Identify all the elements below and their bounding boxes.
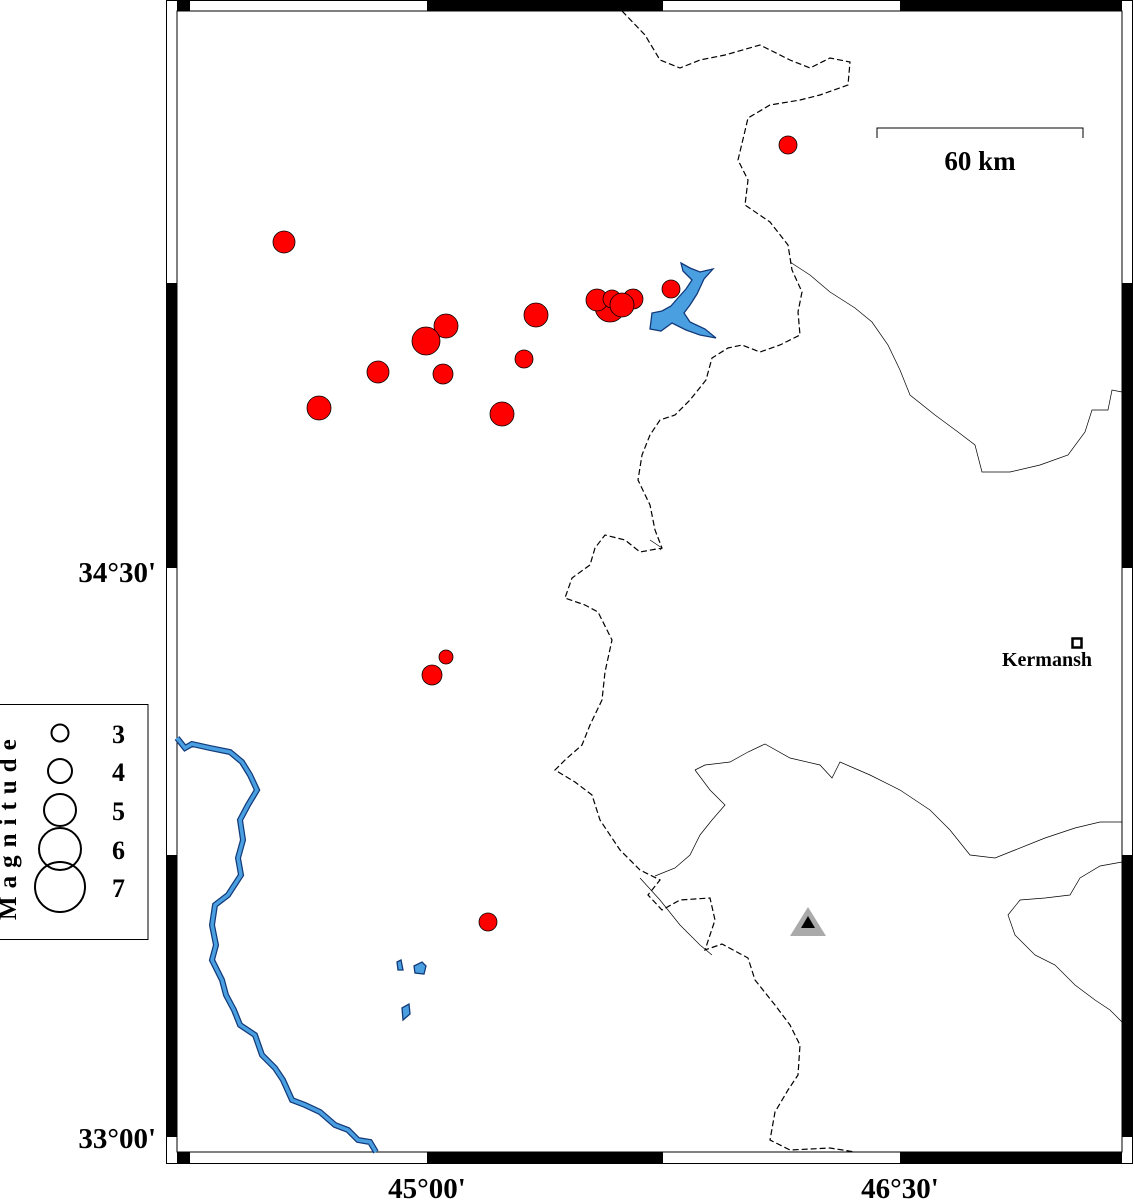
international-border (554, 10, 856, 1153)
lake (649, 261, 717, 339)
pond (401, 1002, 411, 1022)
earthquake-marker[interactable] (489, 401, 515, 427)
lat-label: 33°00' (78, 1123, 156, 1155)
legend-label: 7 (112, 874, 125, 903)
province-border (639, 877, 713, 956)
lat-label: 34°30' (78, 557, 156, 589)
earthquake-marker[interactable] (421, 664, 443, 686)
axis-labels: 34°30' 33°00' 45°00' 46°30' (78, 557, 938, 1201)
legend-label: 6 (112, 836, 125, 865)
province-border (1007, 861, 1123, 1023)
legend-circle (34, 861, 86, 913)
province-border (694, 743, 1122, 859)
lon-label: 45°00' (388, 1173, 466, 1201)
square-icon (1071, 637, 1083, 649)
scale-bar: 60 km (876, 127, 1084, 176)
legend-label: 4 (112, 758, 125, 787)
earthquake-marker[interactable] (609, 292, 635, 318)
earthquake-marker[interactable] (438, 649, 454, 665)
pond (413, 961, 427, 975)
earthquake-marker[interactable] (523, 302, 549, 328)
city-marker: Kermansh (1002, 637, 1092, 671)
station-triangle-icon (790, 907, 826, 936)
province-border (789, 261, 1123, 473)
lon-label: 46°30' (861, 1173, 939, 1201)
earthquake-marker[interactable] (432, 363, 454, 385)
legend-circle (47, 758, 73, 784)
legend-circle (38, 827, 82, 871)
legend-label: 3 (112, 720, 125, 749)
magnitude-legend: Magnitude 3 4 5 6 7 (0, 704, 149, 940)
earthquake-marker[interactable] (514, 349, 534, 369)
earthquake-marker[interactable] (778, 135, 798, 155)
earthquake-marker[interactable] (366, 360, 390, 384)
legend-title: Magnitude (0, 731, 22, 920)
earthquake-marker[interactable] (661, 279, 681, 299)
legend-label: 5 (112, 797, 125, 826)
earthquake-marker[interactable] (306, 395, 332, 421)
scale-bar-label: 60 km (944, 146, 1016, 176)
river-fill (175, 736, 378, 1153)
city-label: Kermansh (1002, 649, 1092, 671)
earthquake-marker[interactable] (478, 912, 498, 932)
province-border (649, 539, 663, 551)
earthquake-marker[interactable] (411, 326, 441, 356)
province-border (654, 769, 726, 877)
legend-circle (50, 723, 70, 743)
earthquake-marker[interactable] (272, 230, 296, 254)
pond (396, 959, 404, 971)
earthquake-marker[interactable] (433, 313, 459, 339)
legend-circle (43, 793, 77, 827)
map-frame (166, 0, 1133, 1164)
